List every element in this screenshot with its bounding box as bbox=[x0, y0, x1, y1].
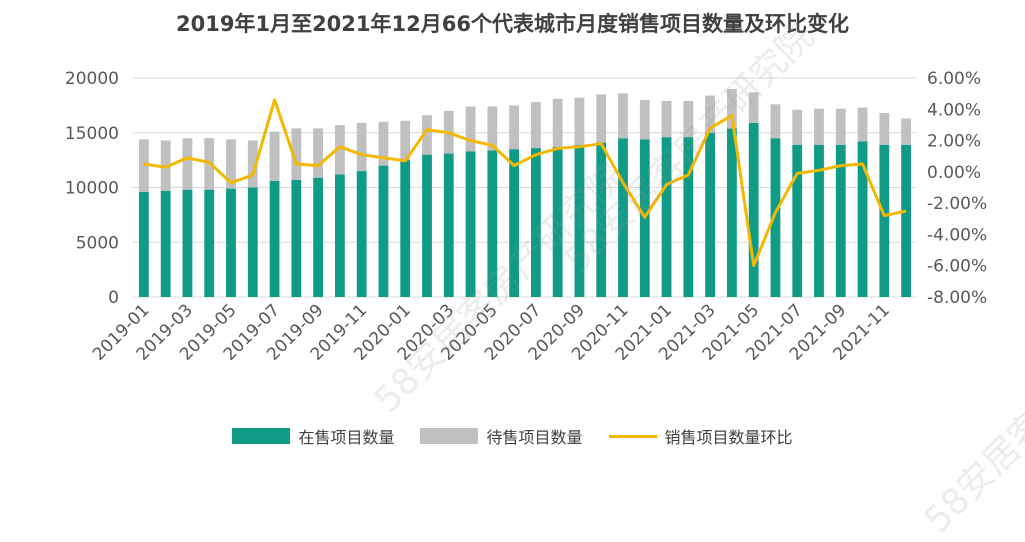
bar-onsale bbox=[857, 141, 868, 297]
bar-onsale bbox=[530, 148, 541, 297]
bar-pending bbox=[618, 93, 628, 139]
y-left-tick-label: 20000 bbox=[65, 69, 119, 89]
bar-onsale bbox=[596, 142, 607, 297]
bar-onsale bbox=[182, 189, 193, 297]
y-left-tick-label: 5000 bbox=[76, 233, 119, 253]
bar-pending bbox=[574, 97, 585, 145]
bar-pending bbox=[552, 98, 563, 147]
legend-label-mom: 销售项目数量环比 bbox=[664, 428, 793, 447]
bar-onsale bbox=[487, 150, 498, 297]
y-right-tick-label: 0.00% bbox=[927, 163, 981, 183]
bar-pending bbox=[247, 140, 258, 188]
y-right-tick-label: 4.00% bbox=[927, 100, 981, 120]
bar-pending bbox=[857, 107, 868, 142]
bar-pending bbox=[705, 95, 716, 133]
chart-svg: 0 5000 10000 15000 20000 -8.00% -6.00% -4.00% -2… bbox=[65, 69, 987, 365]
y-right-tick-label: -4.00% bbox=[927, 225, 987, 245]
bar-pending bbox=[792, 109, 803, 145]
bar-onsale bbox=[901, 144, 912, 297]
bar-onsale bbox=[879, 144, 890, 297]
y-left-tick-label: 10000 bbox=[65, 179, 119, 199]
y-left-tick-label: 15000 bbox=[65, 124, 119, 144]
bar-pending bbox=[770, 104, 781, 139]
bar-onsale bbox=[269, 180, 280, 297]
bar-onsale bbox=[443, 153, 454, 297]
bar-pending bbox=[356, 122, 367, 172]
legend-label-pending: 待售项目数量 bbox=[486, 428, 583, 447]
bar-pending bbox=[530, 102, 541, 149]
bar-onsale bbox=[683, 137, 694, 297]
bar-onsale bbox=[422, 154, 432, 297]
bar-pending bbox=[138, 139, 149, 192]
bar-onsale bbox=[748, 122, 759, 298]
bar-onsale bbox=[160, 190, 171, 297]
bar-pending bbox=[726, 88, 737, 129]
y-right-tick-label: -2.00% bbox=[927, 194, 987, 214]
bar-pending bbox=[814, 108, 824, 145]
bar-pending bbox=[509, 105, 520, 150]
bar-onsale bbox=[400, 160, 411, 297]
legend-swatch-onsale bbox=[232, 428, 291, 444]
legend-swatch-mom bbox=[608, 434, 657, 438]
bar-pending bbox=[378, 121, 389, 166]
bar-onsale bbox=[835, 144, 846, 297]
bar-onsale bbox=[770, 138, 781, 297]
y-right-tick-label: -6.00% bbox=[927, 257, 987, 277]
bar-pending bbox=[422, 115, 432, 155]
bar-onsale bbox=[356, 171, 367, 297]
bar-pending bbox=[487, 106, 498, 151]
line-mom bbox=[143, 98, 907, 268]
bar-pending bbox=[313, 128, 324, 178]
y-right-tick-label: -8.00% bbox=[927, 288, 987, 308]
bar-pending bbox=[226, 139, 236, 189]
bar-pending bbox=[465, 106, 476, 152]
legend-swatch-pending bbox=[420, 428, 479, 444]
bar-pending bbox=[291, 128, 302, 180]
bar-onsale bbox=[661, 137, 672, 297]
bar-onsale bbox=[814, 144, 824, 297]
chart-legend: 在售项目数量 待售项目数量 销售项目数量环比 bbox=[0, 424, 1025, 448]
bar-pending bbox=[596, 94, 607, 143]
bar-onsale bbox=[247, 187, 258, 297]
bar-onsale bbox=[334, 174, 345, 297]
bar-pending bbox=[835, 108, 846, 145]
bar-pending bbox=[334, 125, 345, 175]
y-right-tick-label: 6.00% bbox=[927, 69, 981, 89]
legend-item-pending: 待售项目数量 bbox=[420, 424, 583, 448]
bar-onsale bbox=[378, 165, 389, 297]
bar-pending bbox=[879, 113, 890, 145]
bar-onsale bbox=[726, 128, 737, 297]
bar-onsale bbox=[574, 144, 585, 297]
bar-onsale bbox=[291, 179, 302, 297]
bar-pending bbox=[683, 100, 694, 138]
legend-label-onsale: 在售项目数量 bbox=[298, 428, 395, 447]
bar-onsale bbox=[552, 146, 563, 297]
chart-root: 2019年1月至2021年12月66个代表城市月度销售项目数量及环比变化 0 50… bbox=[0, 12, 1025, 541]
bar-pending bbox=[182, 138, 193, 190]
y-left-tick-label: 0 bbox=[108, 288, 119, 308]
bar-onsale bbox=[465, 151, 476, 297]
bar-onsale bbox=[705, 132, 716, 297]
legend-item-onsale: 在售项目数量 bbox=[232, 424, 394, 448]
bar-onsale bbox=[313, 177, 324, 297]
bar-onsale bbox=[618, 138, 628, 297]
chart-title: 2019年1月至2021年12月66个代表城市月度销售项目数量及环比变化 bbox=[176, 12, 849, 36]
legend-item-mom: 销售项目数量环比 bbox=[608, 424, 793, 448]
bar-pending bbox=[901, 118, 912, 145]
bar-pending bbox=[269, 131, 280, 181]
bar-onsale bbox=[204, 189, 215, 297]
bar-pending bbox=[400, 120, 411, 161]
bar-onsale bbox=[138, 191, 149, 297]
bar-onsale bbox=[792, 144, 803, 297]
bar-pending bbox=[639, 99, 650, 140]
y-right-tick-label: 2.00% bbox=[927, 132, 981, 152]
bar-pending bbox=[748, 92, 759, 123]
bar-onsale bbox=[226, 188, 236, 297]
bar-pending bbox=[661, 100, 672, 138]
bar-onsale bbox=[509, 149, 520, 297]
